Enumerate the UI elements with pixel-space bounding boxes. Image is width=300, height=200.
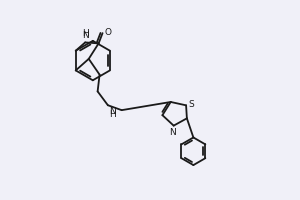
Text: S: S xyxy=(189,100,195,109)
Text: N: N xyxy=(109,107,116,116)
Text: N: N xyxy=(169,128,176,137)
Text: O: O xyxy=(105,28,112,37)
Text: N: N xyxy=(82,31,88,40)
Text: H: H xyxy=(82,29,88,38)
Text: H: H xyxy=(109,110,116,119)
